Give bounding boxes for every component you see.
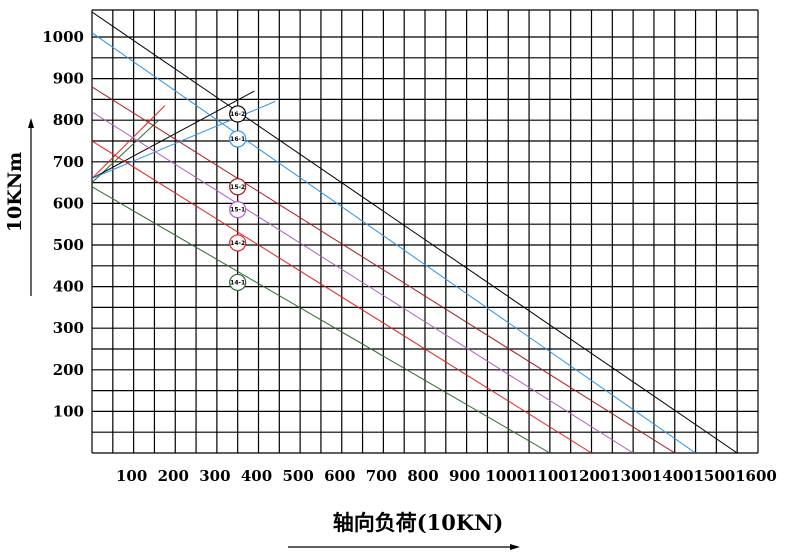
series-marker-15-2 [229,178,247,196]
x-tick-label: 1400 [652,467,694,485]
series-label-16-1: 16-1 [230,136,245,143]
series-lines [92,11,738,453]
x-tick-label: 700 [366,467,397,485]
series-label-16-2: 16-2 [230,111,245,118]
series-line-16-1 [92,32,696,453]
y-tick-labels: 100 200 300 400 500 600 700 800 900 1000 [42,28,84,420]
x-tick-label: 300 [199,467,230,485]
x-tick-label: 600 [324,467,355,485]
series-markers: 14-1 14-2 15-1 15-2 16-1 16-2 [229,105,247,292]
x-tick-labels: 100 200 300 400 500 600 700 800 900 1000 1100 1200 1… [116,467,777,485]
y-tick-label: 300 [53,319,84,337]
x-tick-label: 800 [407,467,438,485]
x-tick-label: 1200 [569,467,611,485]
x-tick-label: 1000 [485,467,527,485]
y-tick-label: 600 [53,194,84,212]
series-line-14-1 [92,186,551,453]
y-tick-label: 400 [53,278,84,296]
series-marker-16-1 [229,130,247,148]
x-tick-label: 900 [449,467,480,485]
x-tick-label: 500 [282,467,313,485]
x-tick-label: 1500 [694,467,736,485]
x-tick-label: 100 [116,467,147,485]
y-tick-label: 900 [53,70,84,88]
series-label-14-2: 14-2 [230,240,245,247]
grid [91,9,759,454]
diagonal-line [92,90,255,179]
x-tick-label: 200 [158,467,189,485]
y-tick-label: 200 [53,361,84,379]
y-tick-label: 500 [53,236,84,254]
x-axis-arrowhead [510,544,520,550]
series-line-15-2 [92,86,676,453]
series-marker-16-2 [229,105,247,123]
series-label-14-1: 14-1 [230,279,245,286]
y-tick-label: 800 [53,111,84,129]
series-marker-14-1 [229,273,247,292]
y-axis-label: 10KNm [4,152,26,232]
x-tick-label: 1600 [735,467,777,485]
x-axis-label: 轴向负荷(10KN) [333,510,504,535]
series-line-14-2 [92,140,592,453]
diagonal-line [92,101,276,179]
x-tick-label: 1100 [527,467,569,485]
diagonal-line [92,105,166,179]
x-tick-label: 1300 [610,467,652,485]
y-axis-arrowhead [28,118,34,128]
series-marker-14-2 [229,234,247,252]
series-label-15-2: 15-2 [230,184,245,191]
series-line-16-2 [92,11,738,453]
y-tick-label: 100 [53,402,84,420]
x-tick-label: 400 [241,467,272,485]
series-line-15-1 [92,111,634,453]
series-marker-15-1 [229,201,247,219]
series-label-15-1: 15-1 [230,207,245,214]
y-tick-label: 700 [53,153,84,171]
y-tick-label: 1000 [42,28,84,46]
